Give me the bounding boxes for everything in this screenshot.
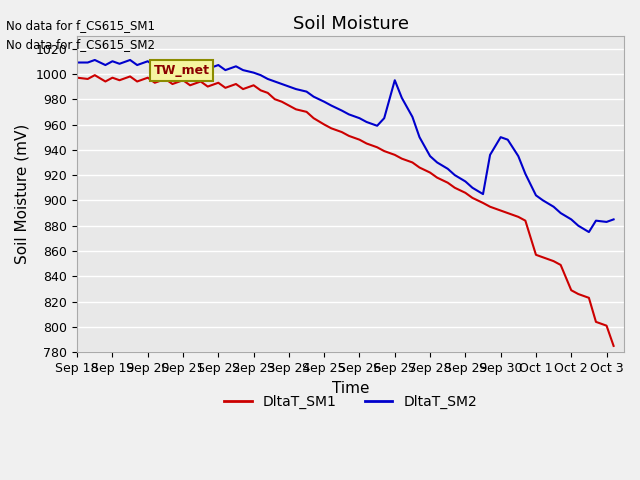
Title: Soil Moisture: Soil Moisture <box>292 15 409 33</box>
Legend: DltaT_SM1, DltaT_SM2: DltaT_SM1, DltaT_SM2 <box>218 390 483 415</box>
DltaT_SM1 <box>250 83 257 88</box>
DltaT_SM1 <box>91 72 99 78</box>
DltaT_SM2 <box>585 229 593 235</box>
DltaT_SM2 <box>451 172 459 178</box>
Text: TW_met: TW_met <box>154 64 210 77</box>
DltaT_SM2 <box>232 63 240 69</box>
DltaT_SM2 <box>328 103 335 108</box>
DltaT_SM1 <box>232 81 240 87</box>
DltaT_SM1 <box>610 343 618 349</box>
DltaT_SM2 <box>250 70 257 75</box>
DltaT_SM2 <box>610 216 618 222</box>
DltaT_SM1 <box>74 75 81 81</box>
DltaT_SM2 <box>603 219 611 225</box>
DltaT_SM1 <box>328 125 335 131</box>
DltaT_SM1 <box>451 185 459 191</box>
Text: No data for f_CS615_SM1: No data for f_CS615_SM1 <box>6 19 156 32</box>
X-axis label: Time: Time <box>332 381 369 396</box>
DltaT_SM1 <box>345 133 353 139</box>
Text: No data for f_CS615_SM2: No data for f_CS615_SM2 <box>6 38 156 51</box>
DltaT_SM2 <box>74 60 81 65</box>
DltaT_SM2 <box>345 111 353 117</box>
Line: DltaT_SM1: DltaT_SM1 <box>77 75 614 346</box>
DltaT_SM1 <box>603 323 611 328</box>
Y-axis label: Soil Moisture (mV): Soil Moisture (mV) <box>15 124 30 264</box>
DltaT_SM2 <box>91 57 99 63</box>
Line: DltaT_SM2: DltaT_SM2 <box>77 60 614 232</box>
